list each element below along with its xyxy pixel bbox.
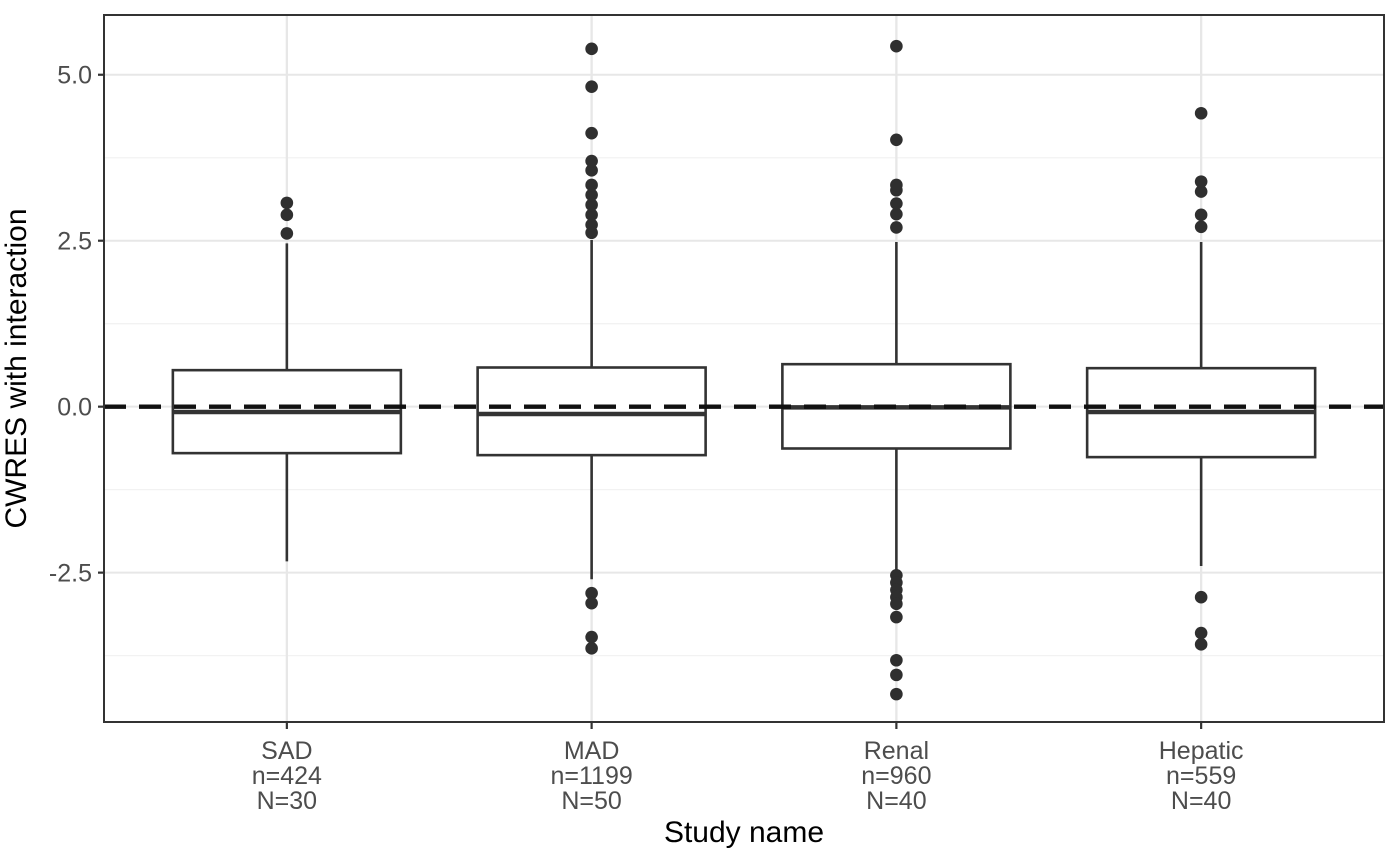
outlier-dot <box>585 642 598 655</box>
y-axis-title: CWRES with interaction <box>0 208 33 528</box>
outlier-dot <box>890 653 903 667</box>
outlier-dot <box>890 610 903 624</box>
outlier-dot <box>585 586 598 600</box>
y-tick-label: 0.0 <box>57 393 92 421</box>
outlier-dot <box>890 197 903 210</box>
x-tick-label-N: N=50 <box>561 787 621 815</box>
outlier-dot <box>1194 208 1208 222</box>
outlier-dot <box>1194 220 1208 234</box>
outlier-dot <box>585 208 598 222</box>
y-tick-label: -2.5 <box>49 559 92 587</box>
outlier-dot <box>585 188 598 202</box>
outlier-dot <box>585 126 598 140</box>
x-tick-label-n: n=559 <box>1166 762 1236 790</box>
x-tick-label-study: Renal <box>864 737 929 765</box>
outlier-dot <box>1194 185 1208 198</box>
outlier-dot <box>280 208 294 222</box>
outlier-dot <box>890 597 903 611</box>
outlier-dot <box>585 154 598 168</box>
outlier-dot <box>585 42 598 56</box>
x-tick-label-study: SAD <box>261 737 312 765</box>
x-tick-label-N: N=30 <box>257 787 317 815</box>
outlier-dot <box>890 687 903 701</box>
x-tick-label-study: MAD <box>564 737 620 765</box>
outlier-dot <box>890 207 903 221</box>
x-tick-label-N: N=40 <box>866 787 926 815</box>
y-tick-label: 2.5 <box>57 227 92 255</box>
x-tick-label-n: n=424 <box>252 762 322 790</box>
outlier-dot <box>280 196 294 210</box>
panel-border <box>103 14 1385 723</box>
outlier-dot <box>1194 590 1208 604</box>
outlier-dot <box>1194 106 1208 120</box>
outlier-dot <box>585 218 598 232</box>
box <box>476 366 707 457</box>
outlier-dot <box>1194 638 1208 651</box>
x-axis-title: Study name <box>664 816 824 849</box>
outlier-dot <box>890 668 903 682</box>
y-tick-label: 5.0 <box>57 61 92 89</box>
outlier-dot <box>585 178 598 192</box>
outlier-dot <box>890 221 903 234</box>
outlier-dot <box>890 39 903 53</box>
x-tick-label-n: n=1199 <box>550 762 632 790</box>
x-tick-label-study: Hepatic <box>1159 737 1244 765</box>
outlier-dot <box>585 198 598 212</box>
outlier-dot <box>585 596 598 610</box>
outlier-dot <box>585 164 598 177</box>
outlier-dot <box>280 227 294 240</box>
outlier-dot <box>585 630 598 644</box>
outlier-dot <box>1194 175 1208 188</box>
outlier-dot <box>585 80 598 93</box>
outlier-dot <box>890 133 903 147</box>
outlier-dot <box>890 178 903 192</box>
x-tick-label-N: N=40 <box>1171 787 1231 815</box>
outlier-dot <box>1194 626 1208 640</box>
x-tick-label-n: n=960 <box>861 762 931 790</box>
